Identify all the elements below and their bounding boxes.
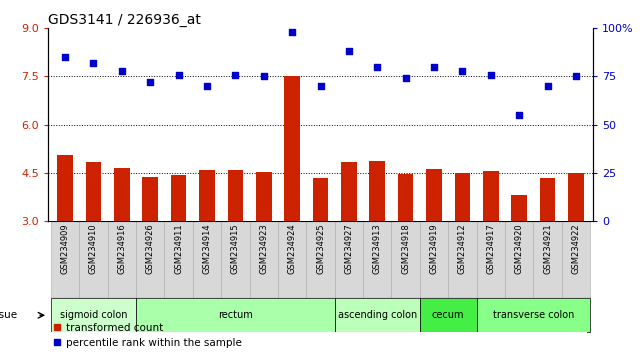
Text: tissue: tissue [0, 310, 18, 320]
Bar [420, 221, 448, 298]
Bar [51, 221, 79, 298]
Bar [426, 169, 442, 221]
Bar [51, 298, 136, 332]
Text: GSM234921: GSM234921 [543, 223, 552, 274]
Bar [228, 170, 243, 221]
Bar [398, 175, 413, 221]
Text: GSM234916: GSM234916 [117, 223, 126, 274]
Bar [193, 221, 221, 298]
Bar [505, 221, 533, 298]
Text: GSM234910: GSM234910 [89, 223, 98, 274]
Bar [540, 178, 555, 221]
Point [315, 83, 326, 89]
Point [88, 60, 99, 66]
Bar [171, 175, 187, 221]
Legend: transformed count, percentile rank within the sample: transformed count, percentile rank withi… [53, 322, 242, 348]
Text: GSM234909: GSM234909 [61, 223, 70, 274]
Text: ascending colon: ascending colon [338, 310, 417, 320]
Bar [249, 221, 278, 298]
Bar [79, 221, 108, 298]
Bar [221, 221, 249, 298]
Text: GSM234926: GSM234926 [146, 223, 154, 274]
Text: GSM234913: GSM234913 [373, 223, 382, 274]
Bar [48, 332, 587, 350]
Bar [392, 221, 420, 298]
Bar [533, 221, 562, 298]
Text: GSM234918: GSM234918 [401, 223, 410, 274]
Text: GSM234922: GSM234922 [571, 223, 580, 274]
Bar [108, 221, 136, 298]
Bar [369, 161, 385, 221]
Bar [335, 298, 420, 332]
Text: GSM234924: GSM234924 [288, 223, 297, 274]
Point [514, 112, 524, 118]
Bar [165, 221, 193, 298]
Text: GSM234927: GSM234927 [344, 223, 353, 274]
Bar [57, 155, 73, 221]
Bar [86, 161, 101, 221]
Point [60, 55, 71, 60]
Point [117, 68, 127, 74]
Bar [285, 76, 300, 221]
Text: GSM234919: GSM234919 [429, 223, 438, 274]
Point [486, 72, 496, 78]
Text: GSM234915: GSM234915 [231, 223, 240, 274]
Bar [448, 221, 476, 298]
Point [372, 64, 383, 70]
Point [287, 29, 297, 35]
Bar [136, 221, 165, 298]
Bar [420, 298, 476, 332]
Point [344, 48, 354, 54]
Text: rectum: rectum [218, 310, 253, 320]
Text: GSM234911: GSM234911 [174, 223, 183, 274]
Text: sigmoid colon: sigmoid colon [60, 310, 127, 320]
Bar [256, 172, 272, 221]
Text: GSM234923: GSM234923 [259, 223, 268, 274]
Point [230, 72, 240, 78]
Point [145, 79, 155, 85]
Text: cecum: cecum [432, 310, 465, 320]
Bar [454, 173, 470, 221]
Point [174, 72, 184, 78]
Bar [483, 171, 499, 221]
Point [401, 75, 411, 81]
Bar [476, 298, 590, 332]
Text: GSM234912: GSM234912 [458, 223, 467, 274]
Point [570, 74, 581, 79]
Bar [306, 221, 335, 298]
Point [457, 68, 467, 74]
Bar [363, 221, 392, 298]
Bar [199, 170, 215, 221]
Bar [335, 221, 363, 298]
Point [258, 74, 269, 79]
Text: GSM234920: GSM234920 [515, 223, 524, 274]
Text: GDS3141 / 226936_at: GDS3141 / 226936_at [48, 13, 201, 27]
Text: transverse colon: transverse colon [493, 310, 574, 320]
Bar [568, 173, 584, 221]
Bar [562, 221, 590, 298]
Bar [278, 221, 306, 298]
Text: GSM234925: GSM234925 [316, 223, 325, 274]
Point [542, 83, 553, 89]
Point [202, 83, 212, 89]
Bar [341, 162, 356, 221]
Bar [313, 178, 328, 221]
Bar [114, 168, 129, 221]
Text: GSM234914: GSM234914 [203, 223, 212, 274]
Bar [476, 221, 505, 298]
Bar [136, 298, 335, 332]
Bar [512, 195, 527, 221]
Point [429, 64, 439, 70]
Text: GSM234917: GSM234917 [487, 223, 495, 274]
Bar [142, 177, 158, 221]
